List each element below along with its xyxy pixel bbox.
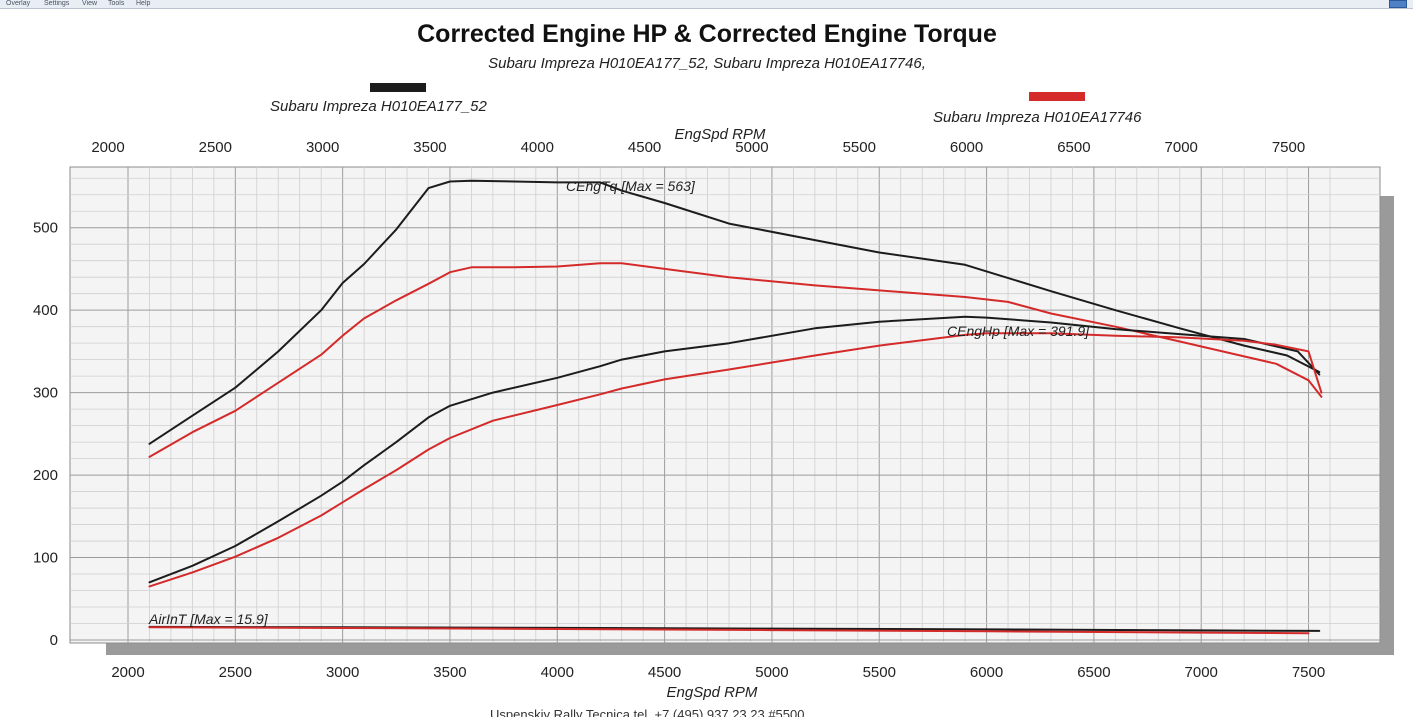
annotation-air: AirInT [Max = 15.9] <box>148 611 269 627</box>
y-tick-label: 100 <box>33 550 58 567</box>
menu-view[interactable]: View <box>82 0 98 7</box>
menu-help[interactable]: Help <box>136 0 151 7</box>
x-tick-label-top: 3000 <box>306 139 339 156</box>
legend-label-black: Subaru Impreza H010EA177_52 <box>270 98 487 115</box>
x-tick-label-top: 6000 <box>950 139 983 156</box>
menu-tools[interactable]: Tools <box>108 0 125 7</box>
x-tick-label-top: 5500 <box>843 139 876 156</box>
x-tick-label-bottom: 5500 <box>863 664 896 681</box>
x-tick-label-top: 3500 <box>413 139 446 156</box>
x-tick-label-top: 4000 <box>521 139 554 156</box>
menu-overlay[interactable]: Overlay <box>6 0 31 7</box>
series-line <box>148 262 1323 458</box>
x-axis-title-bottom: EngSpd RPM <box>667 684 758 701</box>
annotation-hp: CEngHp [Max = 391.9] <box>947 323 1090 339</box>
y-tick-label: 0 <box>50 632 58 649</box>
plot-frame-shadow <box>1380 196 1394 651</box>
window-close-icon[interactable] <box>1389 0 1407 8</box>
x-tick-label-bottom: 6000 <box>970 664 1003 681</box>
app-menu-bar: Overlay Settings View Tools Help <box>0 0 1413 9</box>
x-tick-label-bottom: 3500 <box>433 664 466 681</box>
footer-text: Uspenskiy Rally Tecnica tel. +7 (495) 93… <box>490 707 804 717</box>
x-tick-label-bottom: 5000 <box>755 664 788 681</box>
y-tick-label: 400 <box>33 302 58 319</box>
x-tick-label-bottom: 7500 <box>1292 664 1325 681</box>
x-tick-label-bottom: 3000 <box>326 664 359 681</box>
x-tick-label-top: 4500 <box>628 139 661 156</box>
x-tick-label-top: 5000 <box>735 139 768 156</box>
x-tick-label-bottom: 6500 <box>1077 664 1110 681</box>
chart-subtitle: Subaru Impreza H010EA177_52, Subaru Impr… <box>488 55 926 72</box>
x-tick-label-top: 2500 <box>199 139 232 156</box>
y-tick-label: 500 <box>33 220 58 237</box>
legend-swatch-black <box>370 83 426 92</box>
x-tick-label-top: 2000 <box>91 139 124 156</box>
x-tick-label-top: 6500 <box>1057 139 1090 156</box>
legend-swatch-red <box>1029 92 1085 101</box>
series-line <box>148 179 1321 445</box>
x-tick-label-bottom: 2500 <box>219 664 252 681</box>
menu-settings[interactable]: Settings <box>44 0 70 7</box>
series-layer <box>148 179 1323 635</box>
x-axis-title-top: EngSpd RPM <box>675 126 766 143</box>
x-tick-label-top: 7500 <box>1272 139 1305 156</box>
x-tick-label-bottom: 2000 <box>111 664 144 681</box>
series-line <box>148 626 1310 635</box>
plot-area <box>69 166 1381 644</box>
x-tick-label-bottom: 4000 <box>541 664 574 681</box>
series-line <box>148 315 1321 584</box>
series-line <box>148 332 1323 588</box>
chart-title: Corrected Engine HP & Corrected Engine T… <box>417 20 997 48</box>
annotation-torque: CEngTq [Max = 563] <box>566 178 696 194</box>
y-tick-label: 200 <box>33 467 58 484</box>
tick-labels: 2000200025002500300030003500350040004000… <box>33 139 1325 681</box>
x-tick-label-top: 7000 <box>1165 139 1198 156</box>
x-tick-label-bottom: 7000 <box>1185 664 1218 681</box>
legend-label-red: Subaru Impreza H010EA17746 <box>933 109 1142 126</box>
x-tick-label-bottom: 4500 <box>648 664 681 681</box>
plot-frame-shadow-bottom <box>106 643 1394 655</box>
y-tick-label: 300 <box>33 385 58 402</box>
